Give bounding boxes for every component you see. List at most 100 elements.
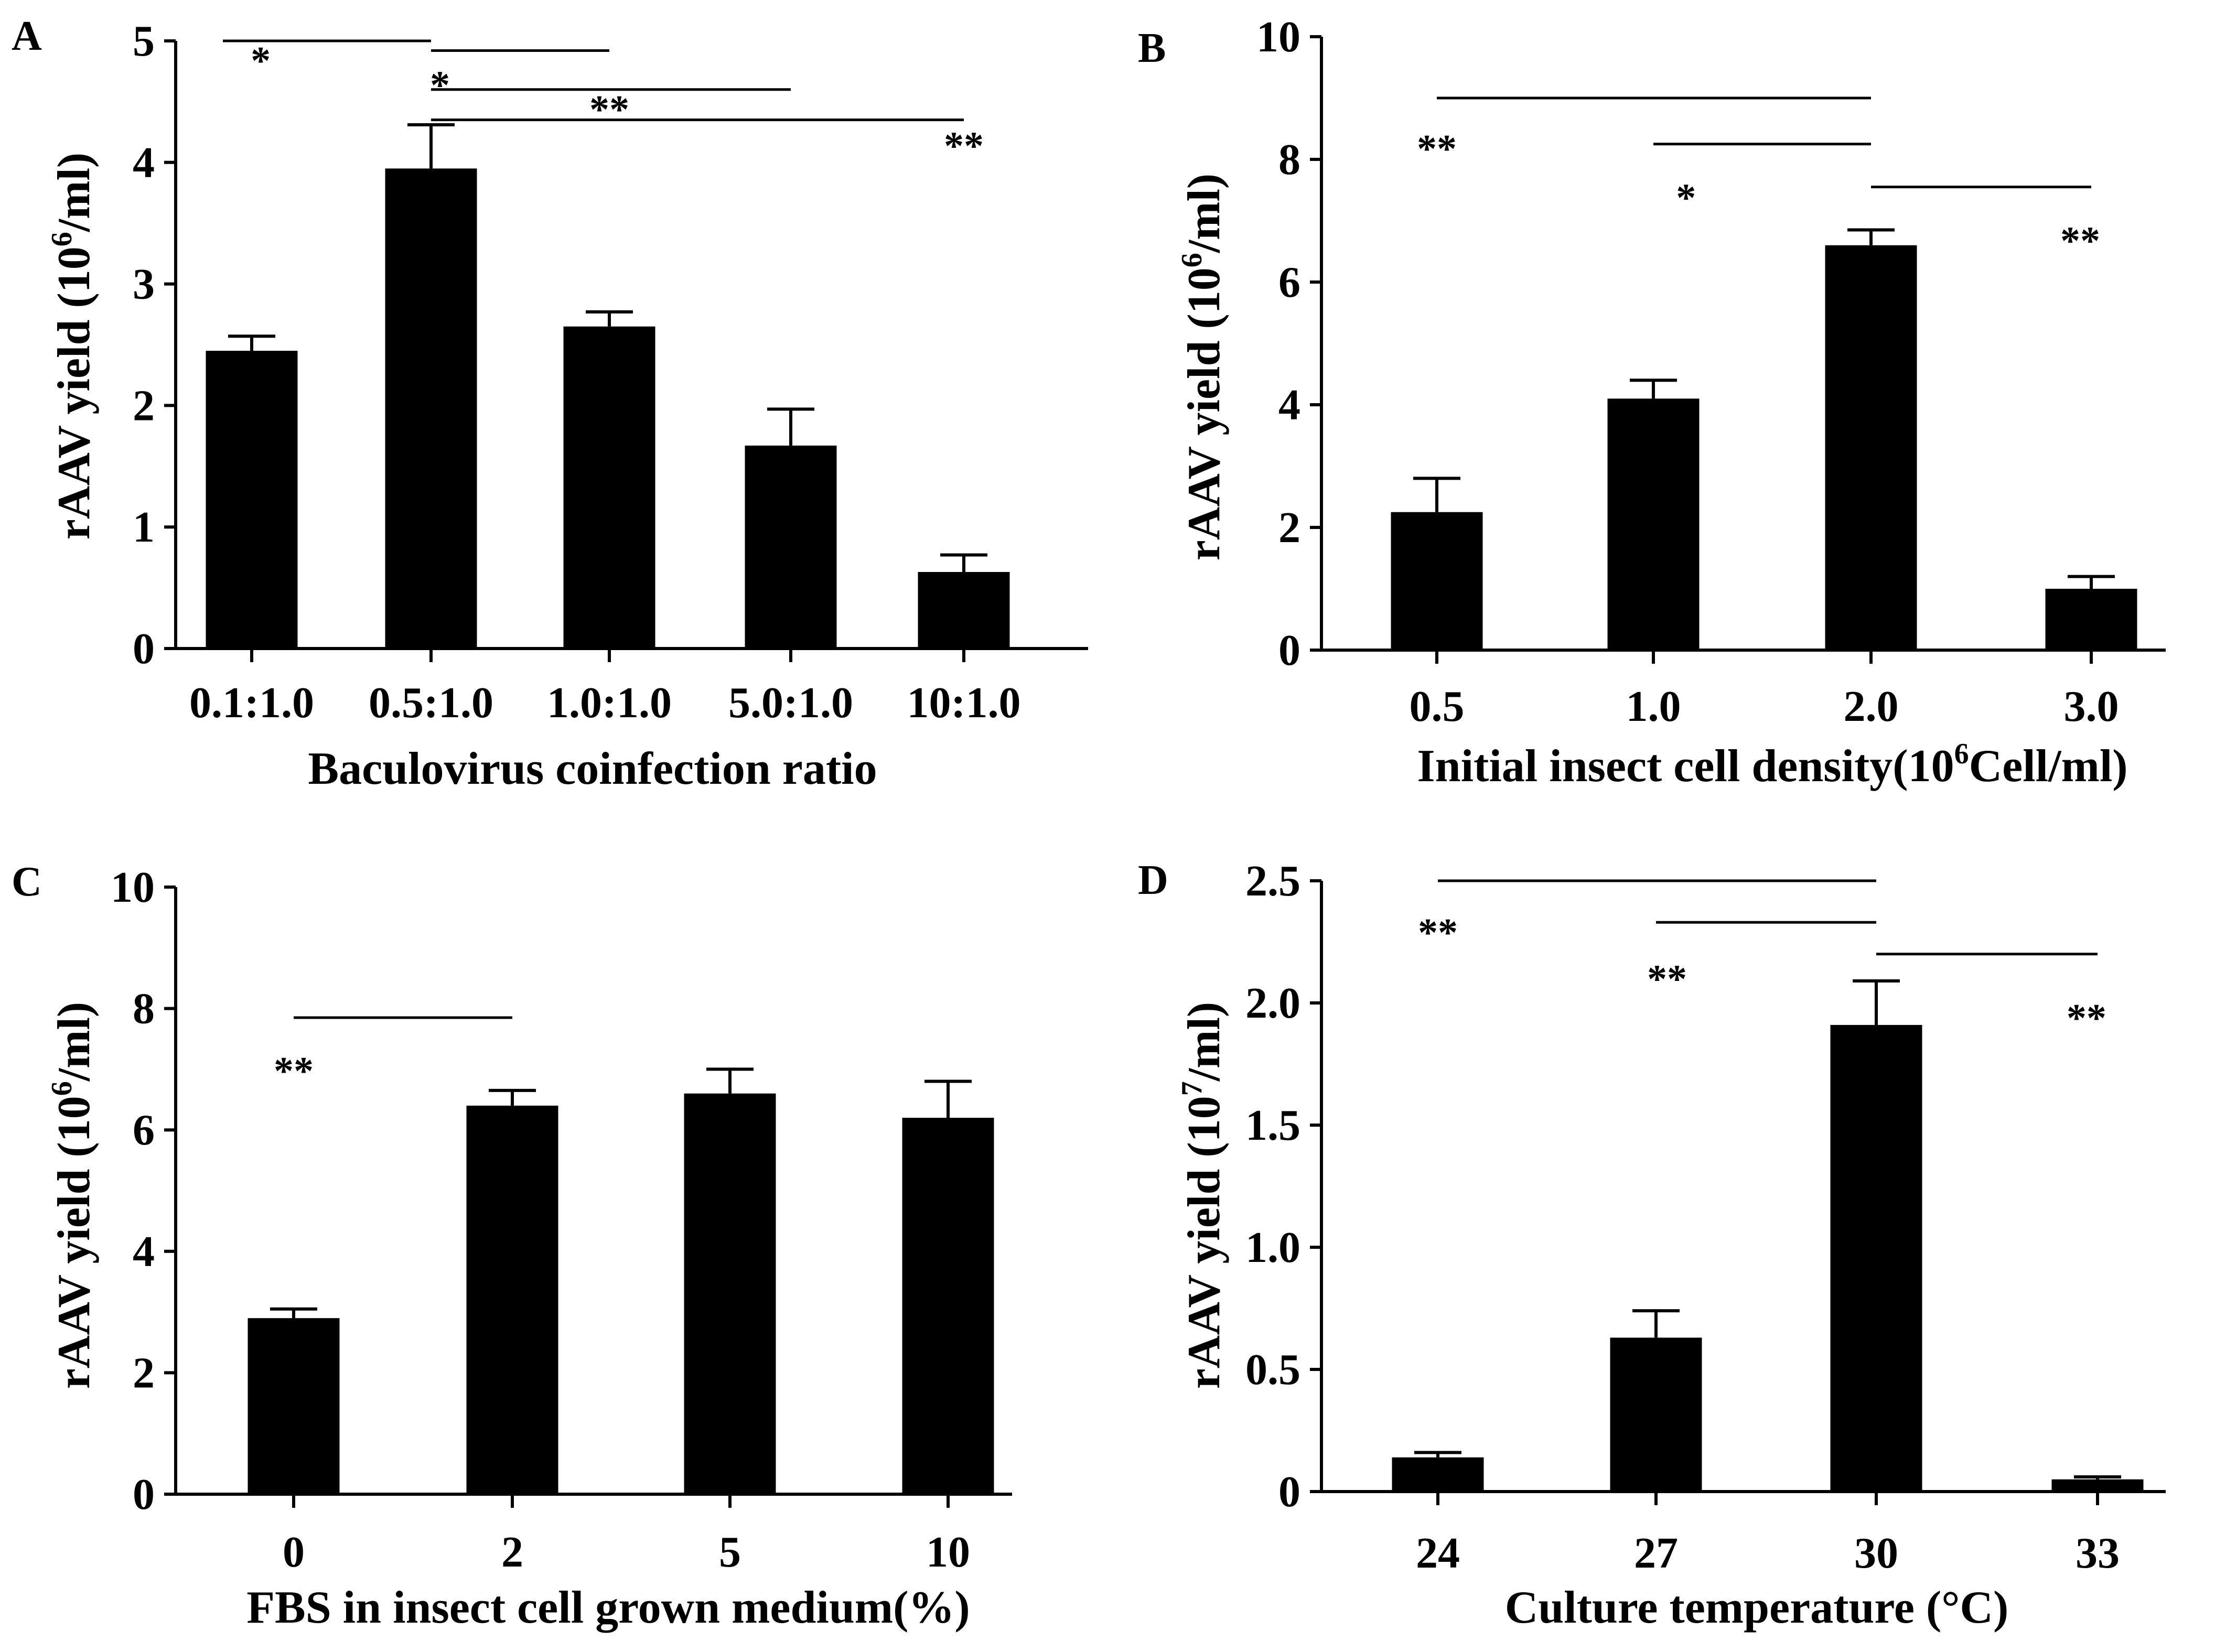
y-tick-label: 6: [133, 1106, 155, 1154]
x-tick-label: 5.0:1.0: [728, 678, 853, 727]
x-tick-label: 0.5:1.0: [369, 678, 493, 727]
y-tick-label: 4: [133, 138, 155, 187]
x-tick-label: 10: [926, 1528, 970, 1577]
y-tick-label: 10: [1256, 13, 1300, 61]
panel-d: D 0 0.5 1.0 1.5 2.0 2.5 rAAV yield (107/ml) 24 27…: [1138, 857, 2166, 1633]
significance-marker: *: [430, 63, 450, 107]
significance-marker: **: [2060, 219, 2100, 263]
x-tick-label: 2: [501, 1528, 523, 1577]
y-tick-label: 0: [133, 1470, 155, 1519]
y-tick-label: 10: [111, 863, 155, 912]
significance-marker: **: [944, 124, 984, 168]
y-axis-label-main: rAAV yield (10: [49, 246, 100, 539]
y-tick-label: 8: [133, 985, 155, 1033]
significance-marker: *: [251, 39, 271, 83]
y-tick-label: 3: [133, 260, 155, 309]
x-tick-label: 10:1.0: [907, 678, 1021, 727]
y-tick-label: 2: [133, 1348, 155, 1397]
x-tick-label: 5: [719, 1528, 741, 1577]
bar: [385, 168, 477, 649]
panel-label: C: [12, 859, 42, 905]
y-tick-label: 1: [133, 503, 155, 552]
y-axis-label-unit: /ml): [49, 1002, 100, 1082]
significance-marker: **: [1417, 127, 1457, 171]
y-axis-label-exponent: 6: [46, 232, 78, 246]
x-tick-label: 0.5: [1410, 682, 1465, 731]
bar: [248, 1318, 340, 1494]
significance-marker: **: [1418, 911, 1458, 955]
panel-label: D: [1138, 857, 1168, 903]
x-tick-label: 0: [283, 1528, 305, 1577]
y-axis-label-exponent: 6: [1176, 253, 1208, 267]
significance-marker: **: [589, 88, 629, 132]
bar: [563, 326, 655, 649]
y-axis-label-unit: /ml): [49, 153, 100, 233]
significance-marker: **: [2067, 996, 2106, 1040]
x-tick-label: 3.0: [2064, 682, 2119, 731]
bar: [1610, 1337, 1702, 1492]
y-tick-label: 2: [133, 381, 155, 430]
x-axis-label: Initial insect cell density(106Cell/ml): [1417, 738, 2127, 792]
bar: [745, 445, 837, 649]
y-tick-label: 5: [133, 17, 155, 66]
y-axis-label-main: rAAV yield (10: [1179, 267, 1230, 560]
x-tick-label: 1.0: [1626, 682, 1681, 731]
x-axis-label: FBS in insect cell grown medium(%): [246, 1582, 970, 1633]
bar: [918, 571, 1010, 649]
y-tick-label: 0: [133, 624, 155, 673]
x-axis-label-unit: Cell/ml): [1969, 741, 2128, 792]
y-tick-label: 0: [1278, 1467, 1300, 1516]
bar: [1830, 1024, 1922, 1492]
y-axis-label-exponent: 6: [46, 1081, 78, 1096]
y-tick-label: 2: [1278, 503, 1300, 552]
bar: [2045, 589, 2137, 650]
significance-marker: *: [1676, 176, 1696, 220]
y-axis-label-unit: /ml): [1179, 1002, 1230, 1082]
panel-label: B: [1138, 25, 1166, 71]
x-tick-label: 27: [1634, 1529, 1678, 1578]
y-axis-label-unit: /ml): [1179, 174, 1230, 254]
x-tick-label: 0.1:1.0: [189, 678, 314, 727]
y-axis-label: rAAV yield (106/ml): [46, 153, 100, 540]
y-axis-label-exponent: 7: [1176, 1081, 1208, 1096]
y-tick-label: 0: [1278, 626, 1300, 675]
x-tick-label: 1.0:1.0: [547, 678, 672, 727]
x-tick-label: 33: [2076, 1529, 2120, 1578]
x-tick-label: 30: [1854, 1529, 1898, 1578]
panel-a: A 0 1 2 3 4 5 rAAV yield (106/ml) 0.1:1.0 0.5:1.0…: [12, 13, 1088, 794]
bar: [684, 1093, 776, 1494]
panel-label: A: [12, 13, 42, 59]
x-axis-label: Culture temperature (°C): [1505, 1582, 2009, 1633]
bar: [466, 1105, 558, 1494]
x-axis-label-main: Initial insect cell density(10: [1417, 741, 1954, 792]
bar: [206, 351, 298, 649]
y-axis-label-main: rAAV yield (10: [49, 1096, 100, 1389]
y-tick-label: 2.5: [1245, 857, 1300, 905]
y-tick-label: 6: [1278, 258, 1300, 307]
x-tick-label: 2.0: [1844, 682, 1899, 731]
y-tick-label: 2.0: [1245, 979, 1300, 1028]
bar: [1607, 398, 1700, 650]
y-tick-label: 1.0: [1245, 1223, 1300, 1272]
significance-marker: **: [274, 1049, 314, 1093]
significance-marker: **: [1647, 957, 1687, 1001]
bar: [1391, 512, 1483, 650]
y-axis-label: rAAV yield (107/ml): [1176, 1002, 1230, 1389]
bar: [2051, 1479, 2144, 1492]
x-axis-label-exponent: 6: [1954, 738, 1969, 770]
y-tick-label: 4: [133, 1227, 155, 1276]
bar: [1825, 245, 1917, 650]
y-axis-label: rAAV yield (106/ml): [1176, 174, 1230, 561]
y-tick-label: 8: [1278, 135, 1300, 184]
y-axis-label-main: rAAV yield (10: [1179, 1096, 1230, 1389]
bar: [902, 1118, 994, 1494]
y-tick-label: 4: [1278, 381, 1300, 429]
x-axis-label: Baculovirus coinfection ratio: [308, 743, 877, 794]
y-tick-label: 1.5: [1245, 1101, 1300, 1150]
y-tick-label: 0.5: [1245, 1345, 1300, 1394]
bar: [1392, 1457, 1484, 1492]
x-tick-label: 24: [1416, 1529, 1460, 1578]
